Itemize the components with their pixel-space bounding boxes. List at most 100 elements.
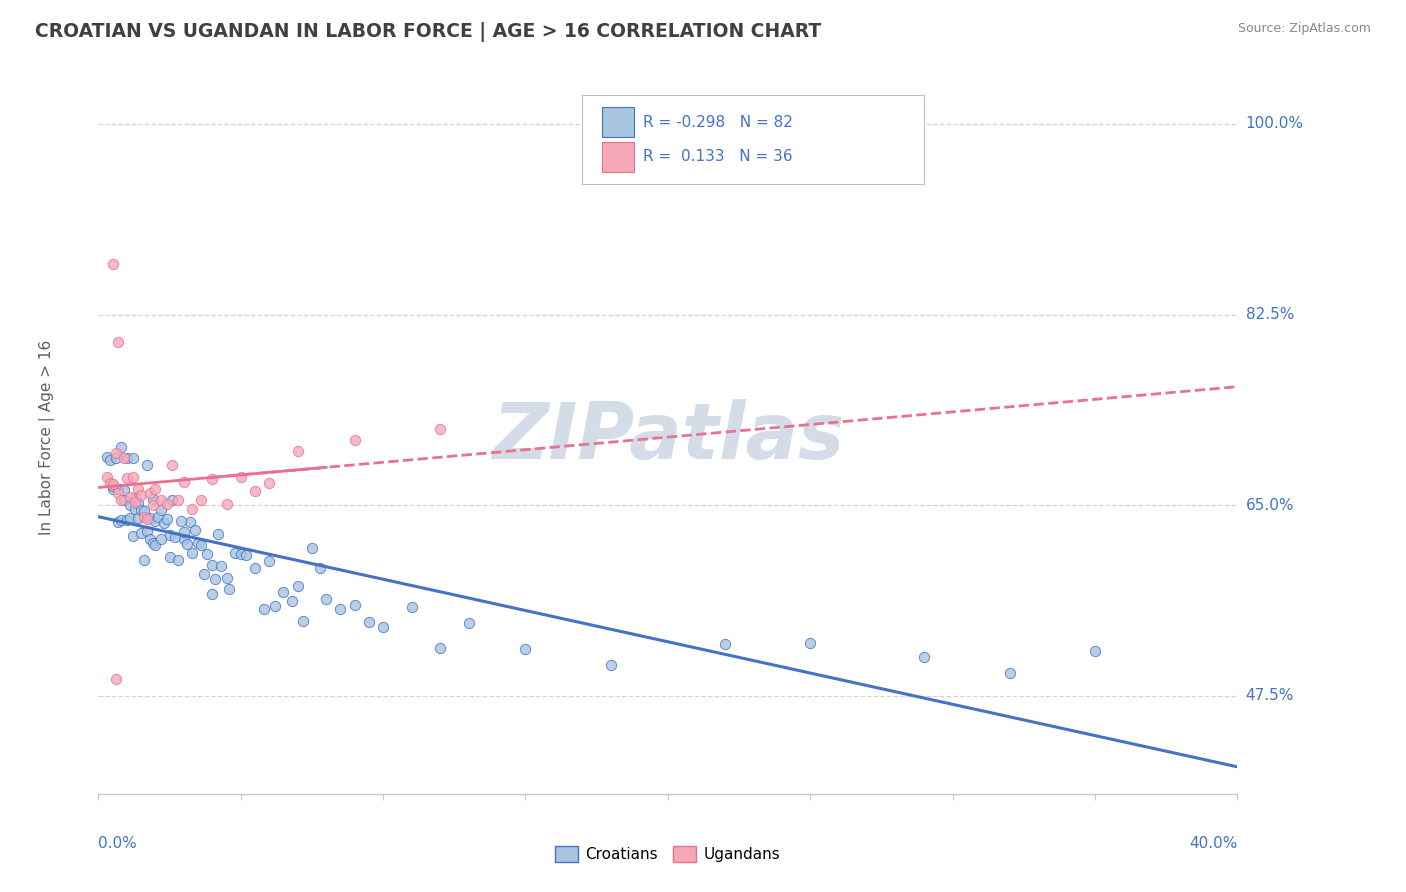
Point — [184, 523, 207, 537]
Point — [215, 497, 238, 511]
Point — [252, 602, 274, 616]
Point — [187, 536, 209, 550]
Point — [343, 433, 366, 447]
Point — [127, 482, 149, 496]
Point — [145, 514, 167, 528]
Point — [912, 649, 935, 664]
Point — [127, 496, 149, 510]
Point — [315, 592, 337, 607]
Point — [167, 553, 190, 567]
Point — [1084, 644, 1107, 658]
Point — [104, 446, 127, 460]
Point — [218, 582, 240, 596]
Point — [229, 470, 252, 484]
Text: 65.0%: 65.0% — [1246, 498, 1294, 513]
Point — [96, 450, 118, 465]
Point — [112, 483, 135, 498]
Point — [287, 443, 309, 458]
Point — [98, 452, 121, 467]
Point — [209, 559, 232, 574]
Point — [115, 513, 138, 527]
Point — [141, 536, 163, 550]
Point — [135, 512, 157, 526]
Point — [115, 471, 138, 485]
Point — [127, 511, 149, 525]
Point — [112, 492, 135, 507]
Point — [301, 541, 323, 556]
Point — [201, 472, 224, 486]
Point — [121, 450, 143, 465]
Point — [135, 458, 157, 473]
Text: CROATIAN VS UGANDAN IN LABOR FORCE | AGE > 16 CORRELATION CHART: CROATIAN VS UGANDAN IN LABOR FORCE | AGE… — [35, 22, 821, 42]
Point — [229, 547, 252, 561]
Point — [148, 510, 170, 524]
Point — [104, 450, 127, 465]
Point — [714, 637, 737, 651]
Point — [118, 498, 141, 512]
Text: Source: ZipAtlas.com: Source: ZipAtlas.com — [1237, 22, 1371, 36]
Point — [101, 479, 124, 493]
Point — [107, 482, 129, 496]
Point — [167, 493, 190, 508]
Point — [195, 547, 218, 561]
Point — [207, 526, 229, 541]
Point — [429, 641, 451, 656]
Point — [357, 615, 380, 629]
Point — [141, 499, 163, 513]
Point — [132, 504, 155, 518]
Point — [998, 666, 1021, 681]
Point — [162, 458, 184, 472]
Point — [373, 620, 395, 634]
Point — [150, 493, 173, 508]
Point — [107, 485, 129, 500]
Point — [179, 515, 201, 529]
Point — [162, 493, 184, 508]
Text: 0.0%: 0.0% — [98, 836, 138, 851]
Point — [132, 553, 155, 567]
Point — [181, 546, 204, 560]
Point — [138, 485, 160, 500]
Point — [292, 615, 315, 629]
Point — [115, 451, 138, 466]
Point — [173, 532, 195, 546]
Point — [138, 533, 160, 547]
Point — [181, 501, 204, 516]
Point — [287, 579, 309, 593]
Point — [515, 641, 537, 656]
FancyBboxPatch shape — [602, 142, 634, 171]
Point — [343, 598, 366, 612]
Point — [159, 528, 181, 542]
Point — [110, 513, 132, 527]
Point — [159, 550, 181, 565]
Point — [121, 529, 143, 543]
Text: 82.5%: 82.5% — [1246, 307, 1294, 322]
Point — [129, 488, 152, 502]
Point — [170, 514, 193, 528]
Point — [118, 510, 141, 524]
Point — [273, 585, 295, 599]
Point — [165, 530, 187, 544]
Point — [799, 636, 821, 650]
FancyBboxPatch shape — [602, 107, 634, 137]
Text: R = -0.298   N = 82: R = -0.298 N = 82 — [643, 115, 793, 130]
Point — [104, 673, 127, 687]
Point — [259, 554, 281, 568]
Text: 40.0%: 40.0% — [1189, 836, 1237, 851]
Point — [141, 492, 163, 507]
Point — [264, 599, 287, 614]
Point — [124, 495, 146, 509]
Point — [190, 538, 212, 552]
Point — [201, 558, 224, 573]
Point — [153, 516, 176, 530]
Point — [98, 476, 121, 491]
Point — [190, 492, 212, 507]
Point — [204, 572, 226, 586]
FancyBboxPatch shape — [582, 95, 924, 184]
Point — [101, 257, 124, 271]
Text: In Labor Force | Age > 16: In Labor Force | Age > 16 — [39, 340, 55, 534]
Point — [156, 512, 179, 526]
Text: 47.5%: 47.5% — [1246, 689, 1294, 703]
Point — [135, 524, 157, 539]
Point — [107, 515, 129, 529]
Text: R =  0.133   N = 36: R = 0.133 N = 36 — [643, 149, 793, 164]
